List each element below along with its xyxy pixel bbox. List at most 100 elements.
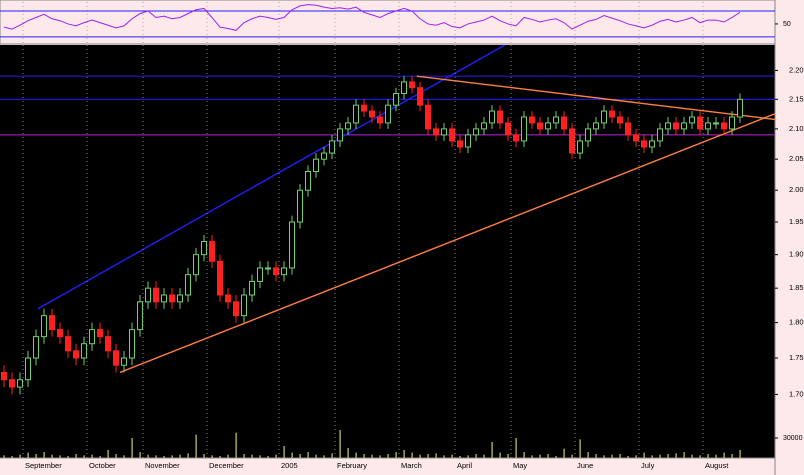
volume-bar [483, 454, 485, 458]
volume-bar [75, 454, 77, 458]
volume-bar [99, 456, 101, 458]
candle-body [545, 122, 551, 130]
candle-body [649, 140, 655, 148]
volume-bar [211, 455, 213, 458]
x-tick-label: April [457, 461, 472, 470]
volume-bar [595, 454, 597, 458]
volume-bar [443, 455, 445, 458]
candle-body [569, 128, 575, 154]
candle-body [73, 350, 79, 359]
candle-body [257, 267, 263, 282]
candle-body [345, 122, 351, 130]
volume-bar [715, 454, 717, 458]
volume-bar [379, 455, 381, 458]
candle-body [57, 329, 63, 338]
volume-bar [459, 456, 461, 458]
volume-bar [539, 454, 541, 458]
y-tick-label: 2.10 [789, 124, 804, 133]
volume-bar [139, 452, 141, 458]
volume-bar [683, 452, 685, 458]
volume-bar [251, 454, 253, 458]
candle-body [9, 379, 15, 388]
candle-body [489, 110, 495, 124]
candle-body [465, 134, 471, 148]
candle-body [713, 122, 719, 125]
x-tick-label: June [577, 461, 593, 470]
y-tick-label: 2.05 [789, 154, 804, 163]
candle-body [265, 267, 271, 270]
candle-body [625, 122, 631, 136]
volume-bar [675, 453, 677, 458]
volume-bar [331, 453, 333, 458]
volume-bar [571, 454, 573, 458]
volume-bar [563, 448, 565, 458]
candle-body [697, 116, 703, 130]
candle-body [305, 171, 311, 191]
volume-bar [91, 454, 93, 458]
volume-bar [43, 452, 45, 458]
candle-body [377, 116, 383, 124]
candle-body [601, 110, 607, 124]
y-tick-label: 1.80 [789, 318, 804, 327]
trendline [119, 112, 775, 374]
volume-bar [515, 438, 517, 458]
candle-body [337, 128, 343, 142]
volume-bar [451, 454, 453, 458]
volume-bar [579, 439, 581, 458]
candle-body [297, 189, 303, 223]
volume-bar [403, 450, 405, 458]
candle-body [689, 116, 695, 124]
volume-bar [643, 452, 645, 458]
candle-body [473, 128, 479, 136]
volume-bar [235, 432, 237, 458]
candle-body [137, 301, 143, 331]
candle-body [449, 128, 455, 142]
candle-body [209, 241, 215, 262]
candle-body [497, 110, 503, 124]
volume-bar [435, 453, 437, 458]
candle-body [17, 379, 23, 388]
candle-body [129, 329, 135, 359]
volume-bar [371, 454, 373, 458]
candle-body [481, 122, 487, 130]
candle-body [89, 329, 95, 345]
volume-bar [491, 442, 493, 458]
candle-body [593, 122, 599, 130]
candle-body [585, 128, 591, 142]
candle-body [201, 241, 207, 256]
y-tick-label: 1.95 [789, 217, 804, 226]
trendline [37, 45, 506, 310]
candle-body [425, 104, 431, 130]
volume-bar [547, 454, 549, 458]
volume-bar [731, 454, 733, 458]
volume-bar [467, 455, 469, 458]
volume-bar [179, 454, 181, 458]
candle-body [737, 98, 743, 118]
volume-bar [499, 452, 501, 458]
candle-body [721, 122, 727, 130]
volume-bar [259, 455, 261, 458]
x-tick-label: September [25, 461, 62, 470]
volume-bar [651, 455, 653, 458]
candle-body [185, 274, 191, 296]
x-tick-label: August [705, 461, 729, 470]
volume-bar [619, 454, 621, 458]
volume-bar [19, 454, 21, 458]
candle-body [609, 110, 615, 118]
candle-body [225, 294, 231, 303]
volume-bar [107, 450, 109, 458]
y-tick-label: 1.75 [789, 353, 804, 362]
candle-body [617, 116, 623, 124]
candle-body [409, 81, 415, 89]
volume-bar [635, 455, 637, 458]
volume-bar [555, 456, 557, 458]
volume-bar [363, 454, 365, 458]
volume-bar [123, 455, 125, 458]
candle-body [385, 104, 391, 124]
candle-body [537, 122, 543, 130]
x-tick-label: 2005 [281, 461, 298, 470]
volume-bar [11, 456, 13, 458]
candle-body [561, 116, 567, 130]
candle-body [729, 116, 735, 130]
